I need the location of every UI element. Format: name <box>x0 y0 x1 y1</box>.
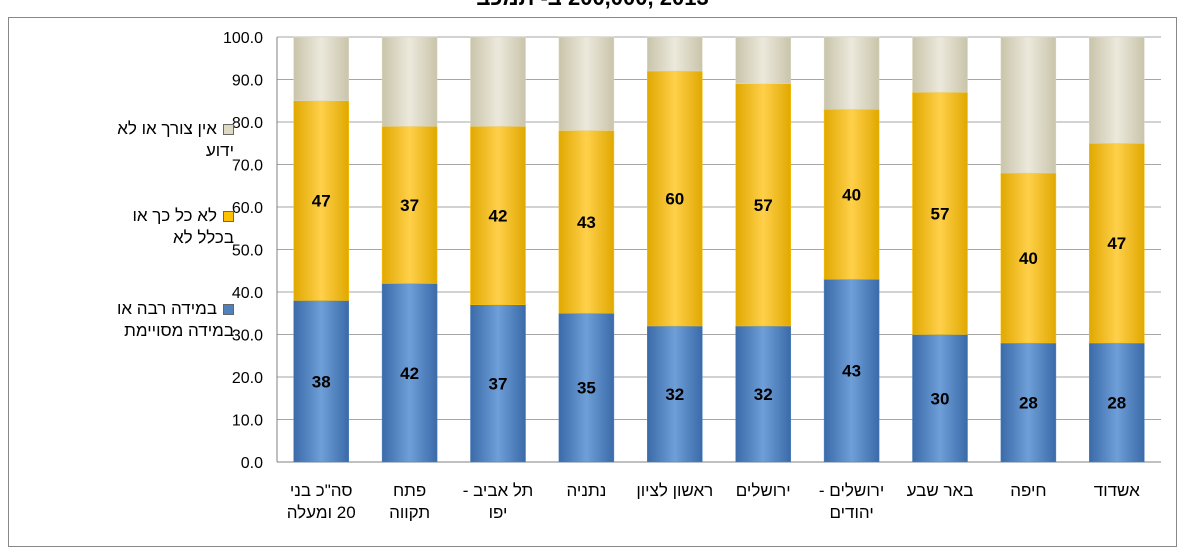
bar-segment-no-need <box>381 36 438 127</box>
data-label: 57 <box>931 204 950 223</box>
bar-segment-no-need <box>1000 36 1057 174</box>
data-label: 30 <box>931 389 950 408</box>
bar-segment-great-extent <box>470 304 526 463</box>
y-tick-label: 60.0 <box>232 200 263 217</box>
y-tick-label: 70.0 <box>232 158 263 175</box>
x-category-label: פתח <box>393 481 426 500</box>
data-label: 60 <box>665 190 684 209</box>
data-label: 32 <box>665 385 684 404</box>
legend-item-great-extent: במידה רבה או במידה מסויימת <box>29 298 234 342</box>
bar-segment-not-so <box>470 126 526 305</box>
data-label: 47 <box>312 192 331 211</box>
data-label: 37 <box>400 196 419 215</box>
data-label: 43 <box>842 362 861 381</box>
x-category-label: ירושלים - <box>819 481 884 500</box>
x-category-label: ראשון לציון <box>636 481 713 500</box>
x-category-label: תל אביב - <box>463 481 534 500</box>
bar-segment-no-need <box>558 36 615 131</box>
legend-label-great-extent: במידה רבה או במידה מסויימת <box>116 299 234 340</box>
bar-segment-great-extent <box>912 334 968 463</box>
bar-segment-no-need <box>647 36 703 72</box>
legend-item-not-so: לא כל כך או בכלל לא <box>29 205 234 249</box>
bar-segment-great-extent <box>381 283 438 463</box>
data-label: 28 <box>1019 394 1038 413</box>
chart-frame: 0.0 10.0 20.0 30.0 40.0 50.0 60.0 70.0 80.0 90.0 1… <box>8 17 1177 547</box>
y-tick-label: 80.0 <box>232 115 263 132</box>
x-category-label: 20 ומעלה <box>287 503 356 522</box>
bar-segment-no-need <box>470 36 526 127</box>
bar-segment-no-need <box>735 36 791 84</box>
y-tick-label: 50.0 <box>232 243 263 260</box>
y-tick-label: 100.0 <box>223 30 263 47</box>
data-label: 57 <box>754 196 773 215</box>
legend-swatch-no-need <box>223 124 234 136</box>
bar-segment-great-extent <box>647 325 703 463</box>
x-category-label: חיפה <box>1010 481 1046 500</box>
bar-segment-not-so <box>647 70 703 327</box>
data-label: 38 <box>312 372 331 391</box>
bar-segment-not-so <box>912 92 968 335</box>
y-tick-label: 0.0 <box>241 455 263 472</box>
data-label: 35 <box>577 379 596 398</box>
legend-swatch-not-so <box>223 211 234 223</box>
legend-label-not-so: לא כל כך או בכלל לא <box>132 206 234 247</box>
bar-segment-no-need <box>823 36 880 110</box>
x-category-label: יהודים <box>829 503 873 522</box>
y-tick-label: 40.0 <box>232 285 263 302</box>
bar-segment-not-so <box>735 83 791 327</box>
bar-segment-not-so <box>823 109 880 280</box>
data-label: 37 <box>489 374 508 393</box>
bar-segment-great-extent <box>823 279 880 463</box>
y-tick-label: 20.0 <box>232 370 263 387</box>
bar-segment-no-need <box>912 36 968 93</box>
stacked-bar-chart: 0.0 10.0 20.0 30.0 40.0 50.0 60.0 70.0 80.0 90.0 1… <box>223 30 1161 522</box>
bar-segment-not-so <box>558 130 615 314</box>
data-label: 40 <box>1019 249 1038 268</box>
bar-segment-great-extent <box>1000 342 1057 463</box>
data-label: 42 <box>489 207 508 226</box>
legend-item-no-need: אין צורך או לא ידוע <box>29 118 234 162</box>
bar-segment-not-so <box>1089 143 1145 344</box>
data-label: 47 <box>1107 234 1126 253</box>
data-label: 32 <box>754 385 773 404</box>
legend-swatch-great-extent <box>223 304 234 316</box>
y-tick-label: 30.0 <box>232 328 263 345</box>
x-category-label: יפו <box>489 503 508 522</box>
data-label: 43 <box>577 213 596 232</box>
x-category-label: תקווה <box>389 503 430 522</box>
bar-segment-great-extent <box>293 300 349 463</box>
data-label: 28 <box>1107 394 1126 413</box>
data-label: 42 <box>400 364 419 383</box>
x-category-label: ירושלים <box>736 481 791 500</box>
bar-segment-not-so <box>1000 172 1057 344</box>
y-tick-label: 90.0 <box>232 73 263 90</box>
x-category-label: נתניה <box>566 481 606 500</box>
bar-segment-not-so <box>381 126 438 284</box>
x-category-label: סה"כ בני <box>290 481 353 500</box>
data-label: 40 <box>842 185 861 204</box>
bar-segment-no-need <box>293 36 349 101</box>
y-tick-label: 10.0 <box>232 413 263 430</box>
x-category-label: אשדוד <box>1094 481 1140 500</box>
x-category-label: באר שבע <box>907 481 974 500</box>
bar-segment-no-need <box>1089 36 1145 144</box>
bar-segment-great-extent <box>558 313 615 463</box>
bar-segment-not-so <box>293 100 349 301</box>
legend-label-no-need: אין צורך או לא ידוע <box>117 119 234 160</box>
chart-title: 2013 ,200,000 ב- תמכב <box>0 0 1185 11</box>
